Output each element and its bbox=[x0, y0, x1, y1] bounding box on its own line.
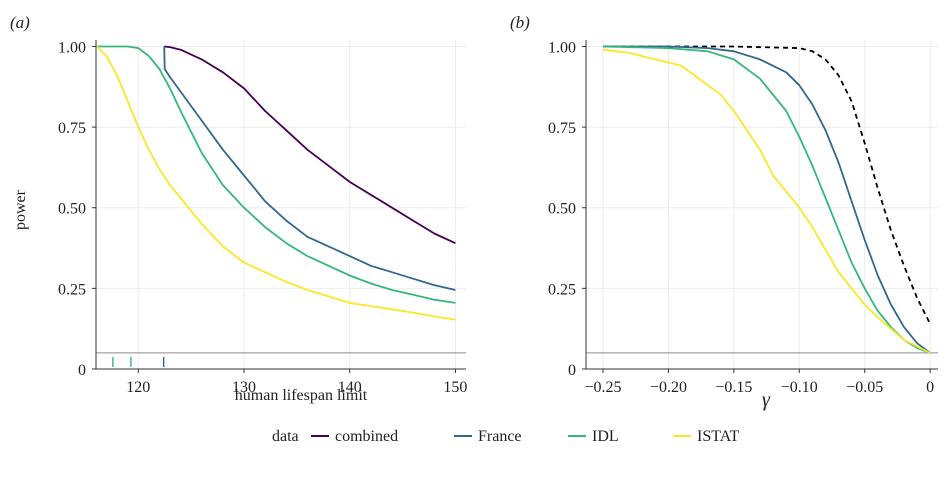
series-line-reference bbox=[603, 45, 931, 325]
y-tick-label: 0.25 bbox=[548, 281, 576, 298]
series-line-idl bbox=[97, 45, 456, 304]
x-tick-label: 0 bbox=[926, 379, 934, 396]
panel-b-grid bbox=[586, 40, 938, 370]
panel-a-label: (a) bbox=[10, 13, 30, 32]
legend-item-combined: combined bbox=[311, 428, 398, 445]
panel-a-series bbox=[96, 45, 466, 367]
series-line-istat bbox=[96, 45, 456, 321]
legend-label: ISTAT bbox=[697, 428, 740, 445]
panel-a: (a) 0 0.25 0.50 0.75 1.00 120 130 140 150 human … bbox=[10, 13, 467, 404]
legend-items: combined France IDL ISTAT bbox=[311, 428, 740, 445]
panel-b-series bbox=[586, 45, 938, 354]
x-tick-label: −0.20 bbox=[650, 379, 687, 396]
x-tick-label: −0.10 bbox=[781, 379, 818, 396]
x-tick-label: −0.15 bbox=[715, 379, 752, 396]
x-tick-label: 130 bbox=[232, 379, 256, 396]
legend-title: data bbox=[272, 428, 299, 445]
legend-label: France bbox=[478, 428, 522, 445]
y-tick-label: 0 bbox=[568, 362, 576, 379]
y-tick-label: 1.00 bbox=[58, 39, 86, 56]
series-line-france bbox=[163, 46, 456, 291]
panel-b-x-axis-label: γ bbox=[762, 389, 771, 411]
y-tick-label: 0.75 bbox=[58, 120, 86, 137]
legend-item-france: France bbox=[454, 428, 522, 445]
panel-a-axes: 0 0.25 0.50 0.75 1.00 120 130 140 150 bbox=[58, 39, 467, 396]
legend: data combined France IDL ISTAT bbox=[272, 428, 740, 445]
panel-b-axes: 0 0.25 0.50 0.75 1.00 −0.25 −0.20 −0.15 −0.10 −0.… bbox=[548, 39, 938, 396]
y-tick-label: 0 bbox=[78, 362, 86, 379]
legend-label: combined bbox=[335, 428, 398, 445]
y-tick-label: 1.00 bbox=[548, 39, 576, 56]
x-tick-label: 140 bbox=[338, 379, 362, 396]
legend-label: IDL bbox=[592, 428, 619, 445]
y-tick-label: 0.25 bbox=[58, 281, 86, 298]
series-line-idl bbox=[602, 45, 931, 354]
y-tick-label: 0.75 bbox=[548, 120, 576, 137]
legend-item-idl: IDL bbox=[568, 428, 619, 445]
panel-a-x-axis-label: human lifespan limit bbox=[235, 387, 368, 404]
series-line-combined bbox=[164, 45, 456, 245]
legend-item-istat: ISTAT bbox=[673, 428, 740, 445]
series-line-istat bbox=[602, 48, 931, 354]
x-tick-label: −0.25 bbox=[584, 379, 621, 396]
panel-b-label: (b) bbox=[510, 13, 530, 32]
panel-a-grid bbox=[96, 40, 466, 370]
y-tick-label: 0.50 bbox=[548, 201, 576, 218]
panel-a-y-axis-label: power bbox=[12, 189, 29, 230]
x-tick-label: 120 bbox=[126, 379, 150, 396]
y-tick-label: 0.50 bbox=[58, 201, 86, 218]
x-tick-label: 150 bbox=[443, 379, 467, 396]
panel-b: (b) 0 0.25 0.50 0.75 1.00 −0.25 −0.20 −0.15 −0.1… bbox=[510, 13, 938, 411]
x-tick-label: −0.05 bbox=[846, 379, 883, 396]
series-line-france bbox=[603, 45, 931, 354]
